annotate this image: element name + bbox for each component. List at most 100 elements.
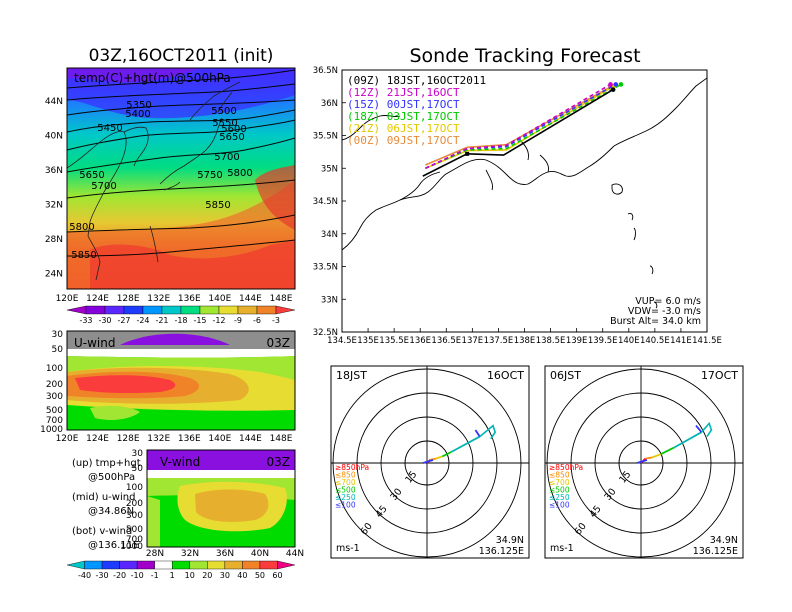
uwind-x-tick-label: 120E [56,434,79,444]
track-panel: (09Z) 18JST,16OCT2011(12Z) 21JST,16OCT(1… [313,66,722,346]
uwind-x-tick-label: 128E [117,434,140,444]
hodograph-level-label: ≤700 [549,478,570,487]
hodograph-date-label: 17OCT [701,369,738,382]
colorbar-label: -27 [117,316,130,325]
colorbar-label: -15 [193,316,206,325]
track-y-tick-label: 33N [321,295,338,305]
wind-colorbar-swatch [154,560,173,570]
colorbar-label: -9 [234,316,242,325]
uwind-x-tick-label: 144E [239,434,262,444]
uwind-y-tick-label: 50 [52,345,64,355]
legend-note-sub: @500hPa [88,472,135,483]
hodograph-date-label: 16OCT [487,369,524,382]
track-burst-point [610,87,616,92]
uwind-y-tick-label: 300 [46,392,63,402]
map500-y-tick-label: 32N [45,201,63,211]
hodograph-unit: ms-1 [550,543,574,554]
track-y-ticks: 36.5N 36N 35.5N 35N 34.5N 34N 33.5N 33N 32.5N [313,66,346,338]
track-annotation: VUP= 6.0 m/s [635,296,701,307]
wind-colorbar-swatch [242,560,261,570]
wind-colorbar-label: 20 [202,571,212,580]
track-burst-point [613,82,619,87]
hodograph-trace [695,425,703,433]
map500-x-tick-label: 132E [147,294,170,304]
contour-label: 5850 [205,200,230,211]
track-series-line [425,83,611,170]
colorbar-swatch [275,305,296,315]
colorbar-label: -33 [79,316,92,325]
map500-contour-labels: 5350540054505500555056005650570056505700… [69,100,252,261]
track-legend-entry: (09Z) 18JST,16OCT2011 [347,74,486,87]
contour-label: 5850 [71,250,96,261]
colorbar-swatch [66,305,87,315]
hodograph-trace [435,455,443,460]
track-x-tick-label: 140E [618,336,640,346]
track-burst-point [608,82,613,87]
map500-colorbar: -33 -30 -27 -24 -21 -18 -15 -12 -9 -6 -3 [66,305,296,325]
contour-label: 5750 [197,170,222,181]
track-x-tick-label: 135E [357,336,379,346]
vwind-y-tick-label: 30 [132,449,144,459]
track-y-tick-label: 36.5N [313,66,338,76]
hodograph-frame [330,365,530,559]
uwind-time: 03Z [267,336,291,350]
map500-x-tick-label: 136E [178,294,201,304]
map500-x-tick-label: 120E [56,294,79,304]
track-burst-point [618,82,624,87]
map500-y-tick-label: 28N [45,235,63,245]
colorbar-swatch [180,305,201,315]
wind-colorbar-swatch [224,560,243,570]
track-x-tick-label: 136.5E [431,336,461,346]
track-annotation: Burst Alt= 34.0 km [610,316,701,327]
map500-y-tick-label: 24N [45,270,63,280]
track-marker [465,151,470,156]
wind-colorbar-swatch [277,560,296,570]
track-legend-entry: (15Z) 00JST,17OCT [347,98,460,111]
wind-colorbar-label: -40 [78,571,91,580]
map500-y-tick-label: 44N [45,97,63,107]
uwind-y-tick-label: 100 [46,364,63,374]
wind-colorbar-swatch [66,560,85,570]
vwind-time: 03Z [267,455,291,469]
track-legend: (09Z) 18JST,16OCT2011(12Z) 21JST,16OCT(1… [347,74,486,147]
panel-legend-notes: (up) tmp+hgt @500hPa (mid) u-wind @34.86N (b… [72,458,141,551]
hodograph-lon: 136.125E [693,546,738,557]
hodograph-trace [422,459,434,464]
hodograph-trace [474,429,481,438]
wind-colorbar-swatch [84,560,103,570]
colorbar-swatch [237,305,258,315]
map500-x-ticks: 120E 124E 128E 132E 136E 140E 144E 148E [56,294,293,304]
colorbar-label: -3 [272,316,280,325]
contour-label: 5350 [126,100,151,111]
colorbar-label: -12 [212,316,225,325]
uwind-y-tick-label: 30 [52,330,64,340]
right-title: Sonde Tracking Forecast [409,45,640,67]
contour-label: 5550 [212,118,237,129]
colorbar-label: -30 [98,316,111,325]
colorbar-swatch [123,305,144,315]
left-title: 03Z,16OCT2011 (init) [89,46,274,66]
track-x-tick-label: 136E [409,336,431,346]
hodograph-level-label: ≤850 [549,471,570,480]
track-x-tick-label: 139E [566,336,588,346]
map500-x-tick-label: 144E [239,294,262,304]
contour-label: 5800 [227,168,252,179]
track-y-tick-label: 35N [321,164,338,174]
map500-x-tick-label: 140E [208,294,231,304]
track-x-tick-label: 139.5E [588,336,618,346]
hodograph-lat: 34.9N [496,535,524,546]
vwind-x-tick-label: 44N [286,549,304,559]
vwind-y-tick-label: 1000 [120,542,143,552]
contour-label: 5600 [221,124,246,135]
hodograph-level-label: ≥850hPa [549,463,583,472]
track-y-tick-label: 36N [321,99,338,109]
vwind-x-tick-label: 28N [146,549,164,559]
map500-x-tick-label: 148E [270,294,293,304]
contour-label: 5500 [211,106,236,117]
track-x-tick-label: 140.5E [640,336,670,346]
uwind-x-tick-label: 136E [178,434,201,444]
wind-colorbar-label: -10 [131,571,144,580]
